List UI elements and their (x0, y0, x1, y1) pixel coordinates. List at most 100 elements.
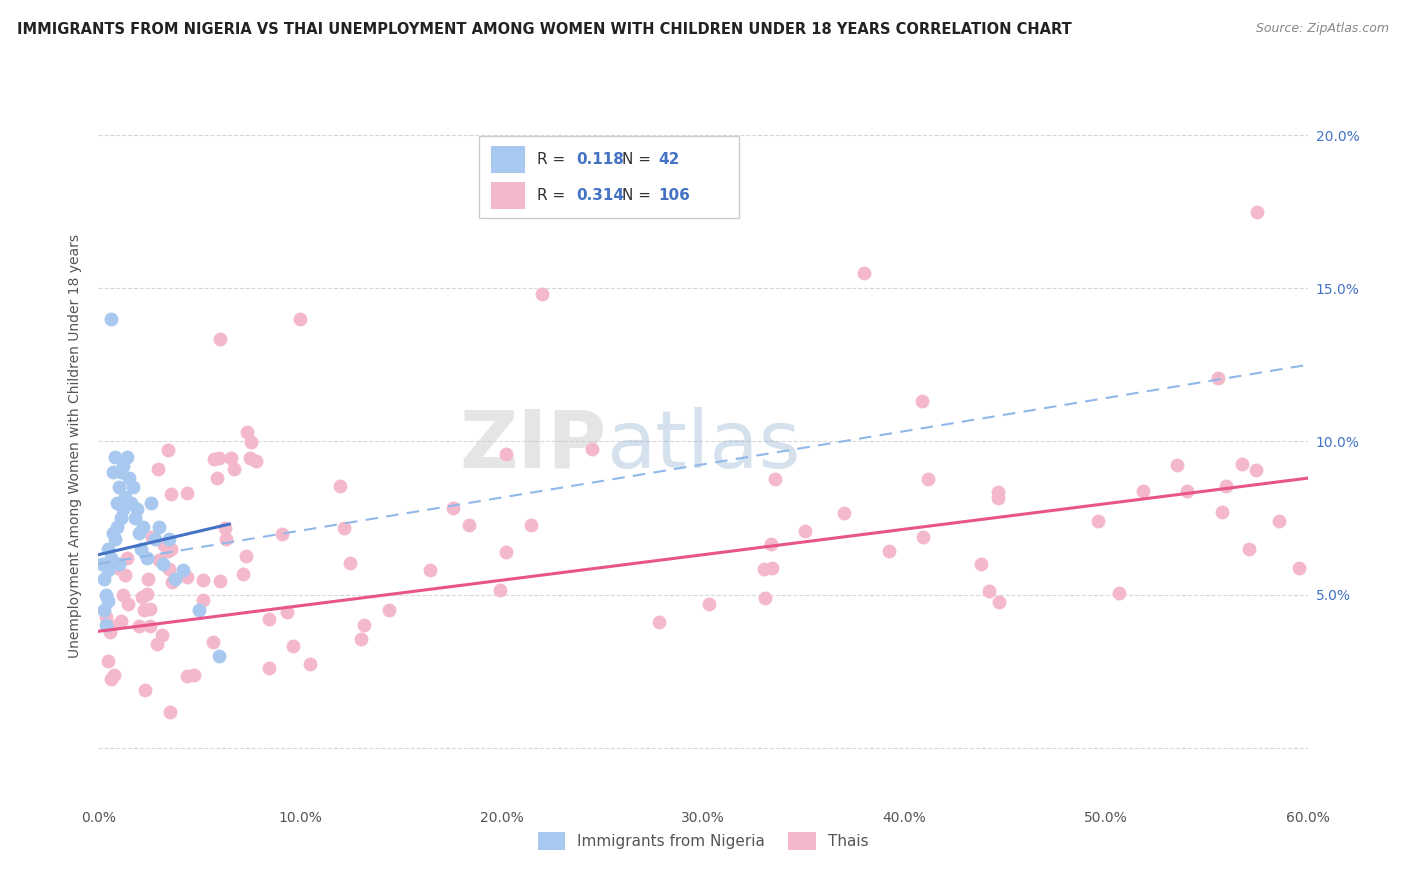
Point (103, 668, 125, 682)
Point (156, 544, 179, 558)
Point (97, 563, 120, 577)
Text: ZIP: ZIP (458, 407, 606, 485)
Point (143, 533, 166, 547)
Point (191, 593, 214, 607)
Point (110, 465, 132, 479)
Point (124, 511, 146, 525)
Point (93, 603, 115, 617)
Point (145, 637, 167, 651)
Point (132, 603, 155, 617)
Point (107, 480, 129, 494)
Point (159, 705, 181, 719)
Point (120, 496, 142, 510)
Point (96, 618, 118, 632)
Point (110, 614, 132, 628)
Point (208, 574, 231, 589)
Point (988, 595, 1011, 609)
Point (1132, 483, 1154, 498)
Point (917, 472, 939, 486)
Point (221, 451, 243, 466)
Point (257, 661, 280, 675)
Point (97, 593, 120, 607)
Point (202, 452, 225, 467)
Point (1288, 561, 1310, 575)
Point (148, 553, 170, 567)
Point (443, 501, 465, 516)
Point (832, 506, 855, 520)
Point (117, 550, 139, 565)
Point (1087, 514, 1109, 528)
Point (209, 332, 232, 346)
Point (697, 598, 720, 612)
Point (163, 572, 186, 586)
Y-axis label: Unemployment Among Women with Children Under 18 years: Unemployment Among Women with Children U… (69, 234, 83, 658)
Point (114, 568, 136, 582)
Point (128, 619, 150, 633)
Point (191, 573, 214, 587)
Point (270, 527, 292, 541)
Point (128, 526, 150, 541)
Point (139, 496, 162, 510)
Point (911, 393, 934, 408)
Point (754, 591, 776, 606)
Point (93, 572, 115, 586)
Text: atlas: atlas (606, 407, 800, 485)
Point (129, 541, 152, 556)
Point (100, 312, 122, 326)
Point (150, 627, 173, 641)
Point (214, 521, 236, 535)
Point (103, 533, 125, 547)
Point (752, 562, 775, 576)
Point (105, 496, 128, 510)
Point (136, 572, 159, 586)
FancyBboxPatch shape (492, 146, 526, 173)
Point (97, 541, 120, 556)
Point (100, 672, 122, 686)
Point (257, 611, 280, 625)
Point (153, 539, 176, 553)
Point (148, 520, 170, 534)
Point (96, 610, 118, 624)
Point (1211, 506, 1233, 520)
Point (141, 530, 163, 544)
Point (134, 682, 156, 697)
Point (103, 450, 125, 464)
Point (100, 619, 122, 633)
Point (879, 544, 901, 558)
Point (240, 434, 263, 449)
Point (1244, 463, 1267, 477)
Point (111, 589, 134, 603)
Point (530, 287, 553, 301)
Point (157, 533, 180, 547)
Point (647, 615, 669, 630)
Text: N =: N = (621, 153, 655, 168)
Point (793, 524, 815, 538)
Point (987, 491, 1010, 505)
Point (339, 557, 361, 571)
Point (110, 511, 132, 525)
Point (172, 563, 194, 577)
Point (222, 462, 245, 476)
Point (1268, 514, 1291, 528)
Point (350, 632, 373, 647)
Point (97, 655, 120, 669)
Text: 106: 106 (658, 188, 690, 203)
Point (160, 487, 183, 501)
Point (135, 550, 157, 565)
Point (117, 597, 139, 611)
Point (232, 566, 254, 581)
Point (353, 617, 375, 632)
Point (979, 584, 1001, 599)
Point (1108, 586, 1130, 600)
Text: R =: R = (537, 188, 571, 203)
Point (105, 520, 128, 534)
Point (111, 501, 134, 516)
Point (107, 557, 129, 571)
Legend: Immigrants from Nigeria, Thais: Immigrants from Nigeria, Thais (531, 826, 875, 855)
Point (1237, 542, 1260, 557)
Point (378, 602, 401, 616)
Text: 42: 42 (658, 153, 679, 168)
Point (235, 549, 257, 563)
Point (1175, 484, 1198, 499)
FancyBboxPatch shape (492, 182, 526, 209)
